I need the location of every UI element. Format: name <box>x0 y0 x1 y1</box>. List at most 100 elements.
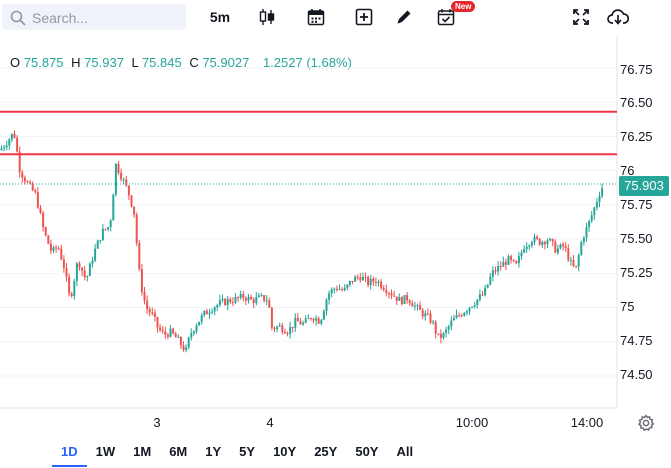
candle-body <box>278 325 281 327</box>
search-input[interactable] <box>30 7 184 29</box>
close-value: 75.9027 <box>202 55 250 70</box>
candle-body <box>10 133 13 140</box>
candle-body <box>224 298 227 306</box>
range-1y[interactable]: 1Y <box>205 444 222 459</box>
candle-body <box>57 248 60 250</box>
date-range-button[interactable] <box>305 4 327 30</box>
candle-body <box>91 260 94 264</box>
range-1m[interactable]: 1M <box>133 444 152 459</box>
candle-body <box>18 151 21 173</box>
candle-body <box>296 318 299 322</box>
candle-body <box>380 281 383 288</box>
candle-body <box>351 280 354 282</box>
open-label: O <box>10 55 21 70</box>
candle-body <box>8 139 11 146</box>
candle-body <box>239 293 242 298</box>
candle-body <box>463 312 466 316</box>
search-box[interactable] <box>2 4 186 30</box>
range-25y[interactable]: 25Y <box>314 444 338 459</box>
candle-body <box>309 318 312 320</box>
candle-body <box>109 220 112 228</box>
candle-body <box>211 311 214 313</box>
range-1d[interactable]: 1D <box>52 437 87 467</box>
candle-body <box>234 297 237 303</box>
download-button[interactable] <box>606 4 630 30</box>
candle-body <box>42 212 45 228</box>
candle-body <box>416 305 419 307</box>
price-chart[interactable] <box>0 36 671 436</box>
candle-body <box>195 325 198 332</box>
candle-body <box>138 243 141 269</box>
candle-body <box>556 248 559 253</box>
candle-body <box>104 228 107 230</box>
price-tick: 76.75 <box>620 62 653 77</box>
range-5y[interactable]: 5Y <box>239 444 256 459</box>
range-10y[interactable]: 10Y <box>273 444 297 459</box>
candle-body <box>3 147 6 149</box>
interval-button[interactable]: 5m <box>209 9 231 25</box>
candle-body <box>302 322 305 325</box>
candle-body <box>169 328 172 337</box>
candle-body <box>255 297 258 304</box>
candle-body <box>499 266 502 268</box>
price-tick: 76.25 <box>620 129 653 144</box>
candle-body <box>504 261 507 265</box>
candle-body <box>315 318 318 321</box>
candle-body <box>481 294 484 296</box>
candle-body <box>101 228 104 241</box>
candle-body <box>164 331 167 335</box>
candle-body <box>187 337 190 348</box>
candle-body <box>242 293 245 299</box>
candle-body <box>502 261 505 267</box>
fullscreen-button[interactable] <box>570 4 592 30</box>
candle-body <box>385 290 388 294</box>
candle-body <box>426 313 429 315</box>
candle-body <box>393 295 396 297</box>
candle-body <box>598 195 601 203</box>
candle-body <box>335 288 338 290</box>
candle-body <box>125 179 128 186</box>
chart-type-button[interactable] <box>256 4 278 30</box>
candle-body <box>179 337 182 346</box>
candle-body <box>159 327 162 331</box>
range-1w[interactable]: 1W <box>95 444 116 459</box>
fullscreen-icon <box>573 9 589 25</box>
candle-body <box>213 307 216 312</box>
candle-body <box>31 183 34 191</box>
candle-body <box>307 318 310 320</box>
candle-body <box>294 318 297 328</box>
candle-body <box>374 281 377 283</box>
candle-body <box>81 267 84 271</box>
range-6m[interactable]: 6M <box>169 444 188 459</box>
settings-gear-icon[interactable] <box>637 414 655 432</box>
candle-body <box>367 276 370 286</box>
candle-body <box>452 318 455 321</box>
candle-body <box>133 206 136 215</box>
candle-body <box>429 313 432 323</box>
events-button[interactable] <box>435 4 457 30</box>
candle-body <box>403 295 406 305</box>
calendar-icon <box>307 9 325 26</box>
candle-body <box>341 289 344 291</box>
range-50y[interactable]: 50Y <box>355 444 379 459</box>
candle-body <box>276 326 279 330</box>
drawing-tools-button[interactable] <box>393 4 415 30</box>
range-all[interactable]: All <box>396 444 414 459</box>
candle-body <box>398 297 401 301</box>
candle-body <box>166 334 169 337</box>
candle-body <box>55 247 58 249</box>
candle-body <box>185 347 188 351</box>
candle-body <box>551 238 554 242</box>
candle-body <box>36 192 39 208</box>
candle-body <box>5 145 8 148</box>
candle-body <box>549 238 552 241</box>
candle-body <box>559 244 562 249</box>
add-indicator-button[interactable] <box>353 4 375 30</box>
candle-body <box>330 289 333 294</box>
candle-body <box>442 333 445 338</box>
candle-body <box>395 296 398 301</box>
candle-body <box>231 302 234 304</box>
low-label: L <box>131 55 139 70</box>
time-tick: 3 <box>153 415 161 430</box>
candle-body <box>572 260 575 267</box>
